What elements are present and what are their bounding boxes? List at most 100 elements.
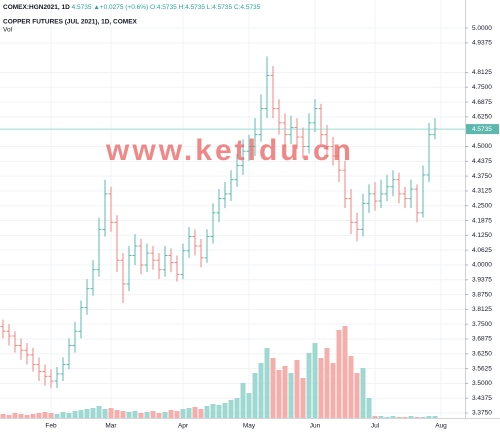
volume-bar (318, 358, 324, 418)
last-price-label: 4.5735 (472, 126, 492, 133)
volume-bar (84, 409, 90, 418)
volume-bar (78, 410, 84, 418)
volume-bar (30, 414, 36, 418)
y-tick-label: 4.3750 (472, 173, 492, 180)
volume-bar (276, 370, 282, 418)
y-tick-label: 4.0625 (472, 247, 492, 254)
y-tick-label: 4.3125 (472, 188, 492, 195)
volume-bar (126, 412, 132, 418)
y-tick-label: 3.8125 (472, 306, 492, 313)
volume-bar (252, 373, 258, 418)
x-tick-label: May (243, 423, 256, 430)
volume-bar (174, 411, 180, 418)
symbol: COMEX:HGN2021, 1D (3, 4, 70, 11)
volume-bar (0, 414, 6, 418)
volume-bar (66, 413, 72, 418)
volume-bar (42, 412, 48, 418)
x-tick-label: Feb (45, 423, 57, 430)
volume-layer (0, 326, 438, 418)
volume-bar (432, 416, 438, 418)
y-tick-label: 3.5000 (472, 380, 492, 387)
y-tick-label: 3.9375 (472, 276, 492, 283)
volume-bar (420, 417, 426, 418)
volume-bar (72, 411, 78, 418)
last-price-badge (466, 124, 499, 135)
volume-bar (114, 410, 120, 418)
volume-bar (258, 363, 264, 418)
volume-bar (168, 410, 174, 418)
y-tick-label: 4.4375 (472, 158, 492, 165)
volume-bar (354, 373, 360, 418)
y-tick-label: 3.7500 (472, 321, 492, 328)
volume-bar (234, 398, 240, 418)
y-tick-label: 4.1250 (472, 232, 492, 239)
y-tick-label: 3.4375 (472, 395, 492, 402)
volume-bar (132, 411, 138, 418)
volume-bar (138, 413, 144, 418)
volume-bar (342, 326, 348, 418)
volume-bar (384, 417, 390, 418)
last-price: 4.5735 (72, 4, 92, 11)
change: ▲+0.0275 (+0.6%) (93, 4, 148, 11)
y-tick-label: 4.1875 (472, 217, 492, 224)
volume-bar (282, 366, 288, 418)
volume-bar (204, 406, 210, 418)
volume-bar (222, 403, 228, 418)
y-tick-label: 4.9375 (472, 40, 492, 47)
y-tick-label: 5.0000 (472, 25, 492, 32)
volume-bar (366, 398, 372, 418)
volume-bar (288, 373, 294, 418)
volume-bar (414, 417, 420, 418)
volume-bar (216, 405, 222, 418)
volume-label: Vol (3, 27, 13, 34)
x-tick-label: Apr (178, 423, 189, 430)
volume-bar (156, 413, 162, 418)
x-tick-label: Jul (371, 423, 380, 430)
volume-bar (36, 413, 42, 418)
volume-bar (378, 416, 384, 418)
y-tick-label: 3.3750 (472, 410, 492, 417)
volume-bar (90, 408, 96, 418)
volume-bar (60, 412, 66, 418)
volume-bar (294, 360, 300, 418)
volume-bar (246, 393, 252, 418)
y-tick-label: 4.2500 (472, 202, 492, 209)
y-tick-label: 4.6875 (472, 99, 492, 106)
y-tick-label: 4.5000 (472, 143, 492, 150)
y-tick-label: 4.6250 (472, 114, 492, 121)
volume-bar (372, 416, 378, 418)
y-tick-label: 4.8125 (472, 69, 492, 76)
volume-bar (180, 409, 186, 418)
volume-bar (186, 408, 192, 418)
volume-bar (210, 404, 216, 418)
high-text: H:4.5735 (179, 4, 206, 11)
volume-bar (312, 343, 318, 418)
volume-bar (162, 412, 168, 418)
header: COMEX:HGN2021, 1D 4.5735 ▲+0.0275 (+0.6%… (3, 4, 261, 11)
volume-bar (24, 415, 30, 418)
x-tick-label: Jun (310, 423, 321, 430)
low-text: L:4.5735 (207, 4, 233, 11)
volume-bar (264, 348, 270, 418)
volume-bar (240, 383, 246, 418)
open-text: O:4.5735 (150, 4, 177, 11)
volume-bar (390, 416, 396, 418)
volume-bar (360, 368, 366, 418)
volume-bar (108, 408, 114, 418)
y-tick-label: 3.8750 (472, 291, 492, 298)
x-tick-label: Aug (435, 423, 447, 430)
volume-bar (18, 414, 24, 418)
chart-title: COPPER FUTURES (JUL 2021), 1D, COMEX (3, 19, 138, 26)
volume-bar (192, 407, 198, 418)
y-tick-label: 3.5625 (472, 365, 492, 372)
volume-bar (270, 358, 276, 418)
volume-bar (12, 413, 18, 418)
volume-bar (396, 417, 402, 418)
volume-bar (120, 411, 126, 418)
volume-bar (330, 363, 336, 418)
volume-bar (198, 409, 204, 418)
volume-bar (336, 330, 342, 418)
volume-bar (300, 378, 306, 418)
volume-bar (54, 414, 60, 418)
